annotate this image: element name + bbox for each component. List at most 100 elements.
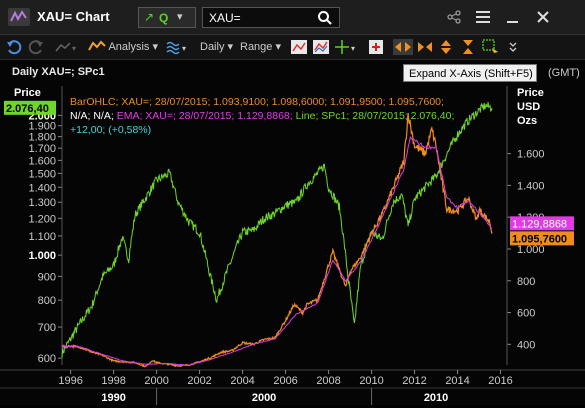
right-axis-label: Price bbox=[517, 87, 544, 99]
x-axis-tick-label: 2014 bbox=[445, 375, 469, 387]
more-tools-icon[interactable] bbox=[508, 39, 518, 55]
analysis-icon bbox=[88, 40, 106, 51]
search-icon[interactable] bbox=[317, 10, 333, 26]
x-axis-tick-label: 2012 bbox=[402, 375, 426, 387]
chart-type-icon[interactable]: ▾ bbox=[55, 39, 77, 55]
left-axis-tick-label: 1.800 bbox=[28, 132, 56, 144]
left-axis-tick-label: 1.300 bbox=[28, 197, 56, 209]
x-axis-tick-label: 2004 bbox=[230, 375, 254, 387]
left-axis-tick-label: 1.400 bbox=[28, 182, 56, 194]
chevron-down-icon: ▾ bbox=[275, 41, 282, 53]
chevron-down-icon: ▾ bbox=[227, 41, 234, 53]
interval-label: Daily bbox=[200, 41, 225, 53]
legend-xau: BarOHLC; XAU=; 28/07/2015; 1.093,9100; 1… bbox=[70, 96, 444, 108]
quote-button[interactable]: ↗ Q ▾ bbox=[138, 7, 196, 28]
crosshair-icon[interactable]: ▾ bbox=[334, 39, 360, 55]
right-axis-unit2: Ozs bbox=[517, 115, 537, 127]
left-axis-tick-label: 1.200 bbox=[28, 213, 56, 225]
expand-y-axis-icon[interactable] bbox=[438, 39, 454, 55]
ema-value: 1.129,8868 bbox=[512, 218, 567, 230]
left-axis-tick-label: 1.700 bbox=[28, 143, 56, 155]
window-title: XAU= Chart bbox=[37, 9, 110, 24]
left-axis-tick-label: 1.900 bbox=[28, 121, 56, 133]
redo-icon[interactable] bbox=[28, 39, 44, 55]
chart-app-icon bbox=[8, 8, 30, 26]
svg-text:▾: ▾ bbox=[182, 44, 186, 53]
chevron-down-icon: ▾ bbox=[152, 41, 159, 53]
right-axis-tick-label: 1.600 bbox=[517, 149, 545, 161]
chart-toolbar: ▾ Analysis ▾ ▾ Daily ▾ Range ▾ ▾ bbox=[0, 35, 585, 60]
link-icon[interactable] bbox=[446, 9, 462, 25]
left-axis-label: Price bbox=[14, 87, 41, 99]
series-line-ema bbox=[62, 135, 493, 366]
right-axis-tick-label: 600 bbox=[517, 308, 535, 320]
svg-text:▾: ▾ bbox=[72, 44, 76, 53]
left-axis-tick-label: 600 bbox=[38, 353, 56, 365]
x-axis-tick-label: 2008 bbox=[316, 375, 340, 387]
expand-x-axis-icon[interactable] bbox=[393, 39, 413, 55]
left-axis-tick-label: 900 bbox=[38, 271, 56, 283]
series-line-xau bbox=[61, 112, 493, 368]
x-axis-tick-label: 2002 bbox=[187, 375, 211, 387]
right-axis-tick-label: 1.000 bbox=[517, 244, 545, 256]
decade-label: 1990 bbox=[101, 392, 125, 404]
select-zoom-icon[interactable] bbox=[482, 39, 500, 55]
toolbar-tooltip: Expand X-Axis (Shift+F5) bbox=[403, 64, 537, 82]
left-axis-tick-label: 1.100 bbox=[28, 231, 56, 243]
decade-label: 2000 bbox=[252, 392, 276, 404]
ric-search-input[interactable] bbox=[209, 10, 309, 25]
left-axis-tick-label: 1.600 bbox=[28, 155, 56, 167]
x-axis-tick-label: 2016 bbox=[488, 375, 512, 387]
undo-icon[interactable] bbox=[6, 39, 22, 55]
close-icon[interactable] bbox=[533, 9, 553, 25]
wave-icon[interactable]: ▾ bbox=[166, 39, 190, 55]
left-axis-tick-label: 700 bbox=[38, 322, 56, 334]
x-axis-tick-label: 2006 bbox=[273, 375, 297, 387]
x-axis-tick-label: 1996 bbox=[58, 375, 82, 387]
right-axis-tick-label: 400 bbox=[517, 339, 535, 351]
spc1-last-value: 2.076,40 bbox=[6, 103, 49, 115]
legend-ema: EMA; XAU=; 28/07/2015; 1.129,8868; bbox=[117, 110, 296, 122]
range-dropdown[interactable]: Range ▾ bbox=[240, 39, 281, 55]
title-bar: XAU= Chart ↗ Q ▾ bbox=[0, 0, 585, 35]
chart-header-title: Daily XAU=; SPc1 bbox=[12, 66, 105, 78]
minimize-icon[interactable] bbox=[505, 9, 521, 25]
legend-spc1: Line; SPc1; 28/07/2015; 2.076,40; bbox=[296, 110, 455, 122]
analysis-label: Analysis bbox=[108, 41, 150, 53]
quote-label: Q bbox=[159, 11, 169, 25]
series-line-spc1 bbox=[61, 102, 493, 358]
ema-value-badge bbox=[510, 216, 574, 231]
zoom-chart-icon[interactable] bbox=[290, 39, 308, 55]
xau-value-badge bbox=[510, 231, 574, 246]
x-axis-tick-label: 2010 bbox=[359, 375, 383, 387]
svg-text:▾: ▾ bbox=[351, 44, 355, 53]
compare-chart-icon[interactable] bbox=[312, 39, 330, 55]
interval-dropdown[interactable]: Daily ▾ bbox=[200, 39, 233, 55]
legend-line-2: N/A; N/A; EMA; XAU=; 28/07/2015; 1.129,8… bbox=[70, 110, 454, 122]
legend-na: N/A; N/A; bbox=[70, 110, 117, 122]
x-axis-tick-label: 2000 bbox=[144, 375, 168, 387]
right-axis-tick-label: 1.400 bbox=[517, 180, 545, 192]
spc1-last-value-badge bbox=[4, 100, 56, 115]
ric-search[interactable] bbox=[202, 7, 340, 28]
compress-x-axis-icon[interactable] bbox=[416, 39, 434, 55]
analysis-menu[interactable]: Analysis ▾ bbox=[88, 39, 158, 55]
add-panel-icon[interactable] bbox=[368, 39, 384, 55]
arrow-up-right-icon: ↗ bbox=[144, 10, 155, 24]
x-axis-tick-label: 1998 bbox=[101, 375, 125, 387]
legend-spc1-change: +12,00; (+0,58%) bbox=[70, 124, 151, 136]
gmt-label: (GMT) bbox=[548, 67, 580, 79]
xau-value: 1.095,7600 bbox=[512, 233, 567, 245]
menu-icon[interactable] bbox=[475, 9, 491, 25]
decade-label: 2010 bbox=[424, 392, 448, 404]
range-label: Range bbox=[240, 41, 273, 53]
left-axis-tick-label: 1.500 bbox=[28, 168, 56, 180]
right-axis-unit: USD bbox=[517, 101, 540, 113]
compress-y-axis-icon[interactable] bbox=[460, 39, 476, 55]
chevron-down-icon: ▾ bbox=[177, 11, 183, 23]
left-axis-tick-label: 1.000 bbox=[28, 250, 56, 262]
right-axis-tick-label: 800 bbox=[517, 276, 535, 288]
chart-area[interactable]: Daily XAU=; SPc1 (GMT) BarOHLC; XAU=; 28… bbox=[0, 60, 585, 405]
left-axis-tick-label: 800 bbox=[38, 295, 56, 307]
price-chart[interactable]: Daily XAU=; SPc1 (GMT) BarOHLC; XAU=; 28… bbox=[0, 60, 585, 405]
